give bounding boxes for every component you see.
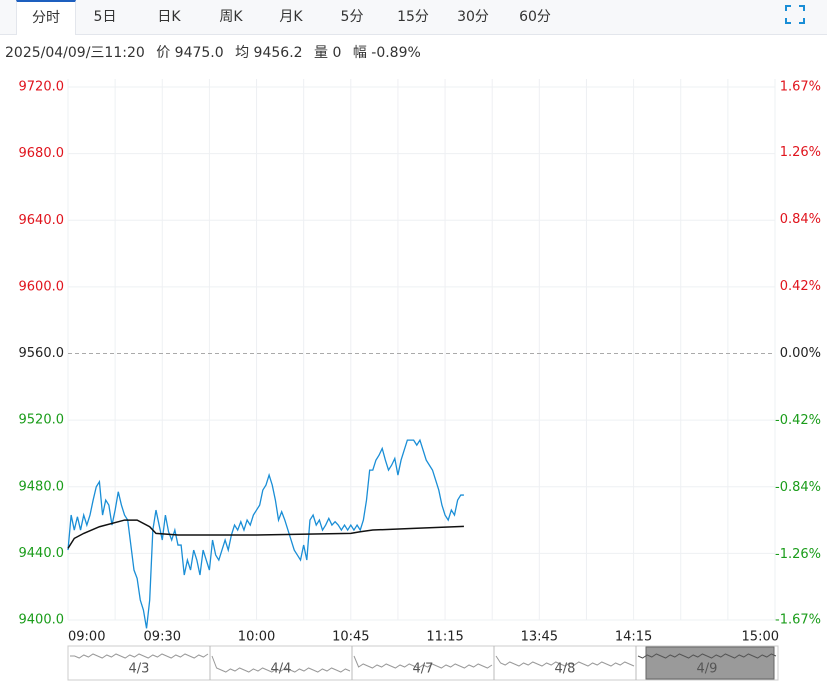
navigator-date: 4/9 xyxy=(697,662,718,677)
navigator-window xyxy=(645,646,775,680)
navigator-date: 4/4 xyxy=(271,662,292,677)
tab[interactable]: 月K xyxy=(279,9,303,25)
info-change: 幅 -0.89% xyxy=(352,45,421,61)
tab[interactable]: 5日 xyxy=(93,9,117,25)
tab[interactable]: 分时 xyxy=(16,0,76,35)
y2-tick-label: 1.26% xyxy=(780,145,821,160)
y2-tick-label: -0.84% xyxy=(775,480,821,495)
navigator-sparkline xyxy=(495,655,635,667)
navigator-sparkline xyxy=(637,653,777,659)
info-avg: 均 9456.2 xyxy=(235,45,303,61)
tab[interactable]: 30分 xyxy=(457,9,489,25)
y-tick-label: 9400.0 xyxy=(19,613,65,628)
y-tick-label: 9480.0 xyxy=(19,479,65,494)
y2-tick-label: -1.67% xyxy=(775,613,821,628)
price-line xyxy=(67,519,464,549)
y-tick-label: 9600.0 xyxy=(19,279,65,294)
price-line xyxy=(67,438,464,629)
info-line: 2025/04/09/三11:20 价 9475.0 均 9456.2 量 0 … xyxy=(5,42,428,62)
y-tick-label: 9640.0 xyxy=(19,213,65,228)
x-tick-label: 11:15 xyxy=(426,630,463,645)
info-time: 2025/04/09/三11:20 xyxy=(5,45,145,61)
y2-tick-label: 1.67% xyxy=(780,80,821,95)
y-tick-label: 9720.0 xyxy=(19,80,65,95)
x-tick-label: 13:45 xyxy=(521,630,558,645)
tab[interactable]: 5分 xyxy=(340,9,364,25)
y-tick-label: 9520.0 xyxy=(19,413,65,428)
navigator-date: 4/3 xyxy=(129,662,150,677)
info-price: 价 9475.0 xyxy=(156,45,224,61)
x-tick-label: 09:00 xyxy=(68,630,105,645)
navigator-date: 4/8 xyxy=(555,662,576,677)
x-tick-label: 10:00 xyxy=(238,630,275,645)
y2-tick-label: 0.00% xyxy=(780,346,821,361)
navigator-sparkline xyxy=(70,653,209,659)
x-tick-label: 09:30 xyxy=(144,630,181,645)
x-tick-label: 14:15 xyxy=(615,630,652,645)
navigator-date: 4/7 xyxy=(413,662,434,677)
x-tick-label: 15:00 xyxy=(742,630,779,645)
y2-tick-label: -0.42% xyxy=(775,413,821,428)
tab[interactable]: 15分 xyxy=(397,9,429,25)
x-tick-label: 10:45 xyxy=(332,630,369,645)
navigator-sparkline xyxy=(211,655,351,673)
tab[interactable]: 60分 xyxy=(519,9,551,25)
y-tick-label: 9440.0 xyxy=(19,546,65,561)
y2-tick-label: -1.26% xyxy=(775,547,821,562)
info-volume: 量 0 xyxy=(314,45,342,61)
tab[interactable]: 周K xyxy=(219,9,243,25)
tab-bar: 分时 5日 日K 周K 月K 5分 15分 30分 60分 xyxy=(0,0,827,35)
fullscreen-icon[interactable] xyxy=(785,5,805,24)
tab[interactable]: 日K xyxy=(157,9,181,25)
y-tick-label: 9680.0 xyxy=(19,146,65,161)
y2-tick-label: 0.42% xyxy=(780,279,821,294)
navigator-sparkline xyxy=(353,655,493,669)
y2-tick-label: 0.84% xyxy=(780,212,821,227)
y-tick-label: 9560.0 xyxy=(19,346,65,361)
